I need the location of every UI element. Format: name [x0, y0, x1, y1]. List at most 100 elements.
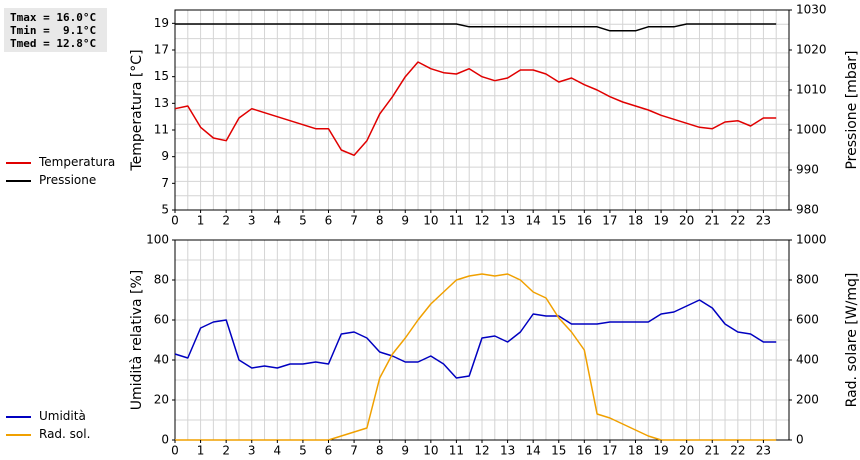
x-tick-label: 23 [756, 444, 771, 458]
x-tick-label: 12 [474, 214, 489, 228]
legend-temperature-label: Temperatura [39, 155, 116, 169]
series-line-umidit [174, 299, 777, 379]
y-tick-label: 7 [161, 176, 169, 190]
legend-temperature-swatch [6, 161, 31, 164]
x-tick-label: 5 [299, 214, 307, 228]
x-tick-label: 7 [350, 444, 358, 458]
tmin-text: Tmin = 9.1°C [10, 24, 97, 37]
y2-tick-label: 600 [796, 313, 819, 327]
y-axis-label: Umidità relativa [%] [129, 270, 145, 411]
x-tick-label: 11 [449, 444, 464, 458]
x-tick-label: 3 [248, 444, 256, 458]
legend-pressure-label: Pressione [39, 173, 97, 187]
y2-tick-label: 980 [796, 203, 819, 217]
x-tick-label: 22 [730, 214, 745, 228]
chart-bottom [172, 239, 792, 443]
x-tick-label: 9 [401, 214, 409, 228]
y-tick-label: 15 [154, 69, 169, 83]
x-tick-label: 21 [705, 214, 720, 228]
x-tick-label: 11 [449, 214, 464, 228]
y-tick-label: 5 [161, 203, 169, 217]
chart-top [172, 9, 792, 213]
x-tick-label: 10 [423, 444, 438, 458]
legend-humidity-label: Umidità [39, 409, 86, 423]
x-tick-label: 13 [500, 214, 515, 228]
y2-tick-label: 400 [796, 353, 819, 367]
y2-tick-label: 800 [796, 273, 819, 287]
stats-box: Tmax = 16.0°C Tmin = 9.1°C Tmed = 12.8°C [4, 8, 107, 52]
x-tick-label: 8 [376, 444, 384, 458]
y-tick-label: 20 [154, 393, 169, 407]
tmax-text: Tmax = 16.0°C [10, 11, 97, 24]
legend-solar: Rad. sol. [6, 426, 90, 442]
x-tick-label: 15 [551, 444, 566, 458]
x-tick-label: 16 [577, 214, 592, 228]
x-tick-label: 19 [653, 214, 668, 228]
y2-tick-label: 1010 [796, 83, 827, 97]
y-tick-label: 0 [161, 433, 169, 447]
y-tick-label: 80 [154, 273, 169, 287]
y2-axis-label: Pressione [mbar] [844, 50, 860, 169]
y2-tick-label: 0 [796, 433, 804, 447]
y-tick-label: 100 [146, 233, 169, 247]
x-tick-label: 23 [756, 214, 771, 228]
x-tick-label: 1 [197, 444, 205, 458]
y-tick-label: 13 [154, 96, 169, 110]
y-tick-label: 60 [154, 313, 169, 327]
x-tick-label: 14 [526, 444, 541, 458]
x-tick-label: 22 [730, 444, 745, 458]
y2-tick-label: 990 [796, 163, 819, 177]
x-tick-label: 3 [248, 214, 256, 228]
x-tick-label: 6 [325, 444, 333, 458]
x-tick-label: 5 [299, 444, 307, 458]
y-tick-label: 40 [154, 353, 169, 367]
legend-pressure-swatch [6, 179, 31, 182]
x-tick-label: 15 [551, 214, 566, 228]
legend-humidity: Umidità [6, 408, 86, 424]
y2-tick-label: 1000 [796, 123, 827, 137]
x-tick-label: 6 [325, 214, 333, 228]
x-tick-label: 20 [679, 444, 694, 458]
x-tick-label: 2 [222, 444, 230, 458]
y-tick-label: 9 [161, 149, 169, 163]
x-tick-label: 1 [197, 214, 205, 228]
series-line-rad-sol [175, 273, 777, 441]
x-tick-label: 14 [526, 214, 541, 228]
y2-tick-label: 1020 [796, 43, 827, 57]
x-tick-label: 17 [602, 444, 617, 458]
x-tick-label: 0 [171, 444, 179, 458]
x-tick-label: 10 [423, 214, 438, 228]
series-line-temperatura [174, 61, 777, 157]
tmed-text: Tmed = 12.8°C [10, 37, 97, 50]
x-tick-label: 7 [350, 214, 358, 228]
y2-tick-label: 1030 [796, 3, 827, 17]
y2-axis-label: Rad. solare [W/mq] [844, 273, 860, 408]
x-tick-label: 4 [274, 444, 282, 458]
x-tick-label: 4 [274, 214, 282, 228]
x-tick-label: 8 [376, 214, 384, 228]
x-tick-label: 9 [401, 444, 409, 458]
legend-solar-swatch [6, 433, 31, 436]
y-tick-label: 19 [154, 16, 169, 30]
y-tick-label: 17 [154, 43, 169, 57]
legend-pressure: Pressione [6, 172, 96, 188]
x-tick-label: 2 [222, 214, 230, 228]
y2-tick-label: 200 [796, 393, 819, 407]
legend-solar-label: Rad. sol. [39, 427, 91, 441]
y2-tick-label: 1000 [796, 233, 827, 247]
x-tick-label: 19 [653, 444, 668, 458]
x-tick-label: 17 [602, 214, 617, 228]
x-tick-label: 21 [705, 444, 720, 458]
series-line-pressione [175, 23, 777, 32]
x-tick-label: 16 [577, 444, 592, 458]
legend-temperature: Temperatura [6, 154, 115, 170]
x-tick-label: 12 [474, 444, 489, 458]
x-tick-label: 0 [171, 214, 179, 228]
x-tick-label: 18 [628, 214, 643, 228]
legend-humidity-swatch [6, 415, 31, 418]
y-axis-label: Temperatura [°C] [129, 49, 145, 171]
x-tick-label: 18 [628, 444, 643, 458]
x-tick-label: 20 [679, 214, 694, 228]
x-tick-label: 13 [500, 444, 515, 458]
